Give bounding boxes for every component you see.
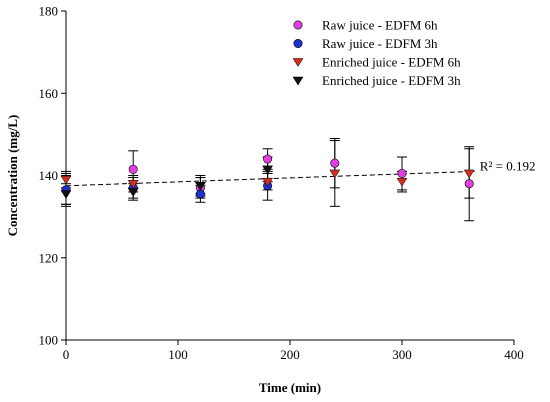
data-point xyxy=(396,177,408,187)
x-tick-label: 0 xyxy=(63,347,70,362)
data-point xyxy=(464,179,474,189)
data-point xyxy=(128,164,138,174)
data-point xyxy=(330,158,340,168)
r-squared-annotation: R² = 0.192 xyxy=(480,158,536,173)
y-tick-label: 100 xyxy=(39,333,59,348)
data-point xyxy=(262,177,274,187)
legend-marker xyxy=(292,58,304,67)
y-tick-label: 180 xyxy=(39,4,59,19)
x-tick-label: 100 xyxy=(168,347,188,362)
x-tick-label: 400 xyxy=(504,347,524,362)
legend: Raw juice - EDFM 6h Raw juice - EDFM 3h En… xyxy=(292,18,461,88)
legend-entry: Enriched juice - EDFM 3h xyxy=(322,73,461,88)
y-tick-label: 160 xyxy=(39,86,59,101)
y-axis-label: Concentration (mg/L) xyxy=(5,115,20,237)
data-point xyxy=(127,188,139,197)
legend-entry: Enriched juice - EDFM 6h xyxy=(322,55,461,70)
y-tick-label: 140 xyxy=(39,168,59,183)
data-point xyxy=(60,190,72,199)
legend-entry: Raw juice - EDFM 3h xyxy=(322,36,438,51)
data-point xyxy=(195,189,205,199)
data-point xyxy=(463,169,475,179)
data-point xyxy=(329,169,341,179)
x-axis-ticks: 0 100 200 300 400 xyxy=(63,340,524,362)
x-axis-label: Time (min) xyxy=(259,380,321,395)
legend-marker xyxy=(292,76,304,86)
data-point xyxy=(397,168,407,178)
legend-marker xyxy=(293,20,303,30)
x-tick-label: 200 xyxy=(280,347,300,362)
data-point xyxy=(127,179,139,189)
data-point xyxy=(263,154,273,164)
legend-marker xyxy=(293,38,303,48)
data-point xyxy=(262,165,274,175)
legend-entry: Raw juice - EDFM 6h xyxy=(322,18,438,33)
x-tick-label: 300 xyxy=(392,347,412,362)
data-point xyxy=(194,182,206,191)
plot-area: 0 100 200 300 400 100 120 140 160 180 R² = 0.192 xyxy=(39,4,536,363)
y-tick-label: 120 xyxy=(39,250,59,265)
data-point xyxy=(60,175,72,185)
data-markers xyxy=(60,154,475,199)
